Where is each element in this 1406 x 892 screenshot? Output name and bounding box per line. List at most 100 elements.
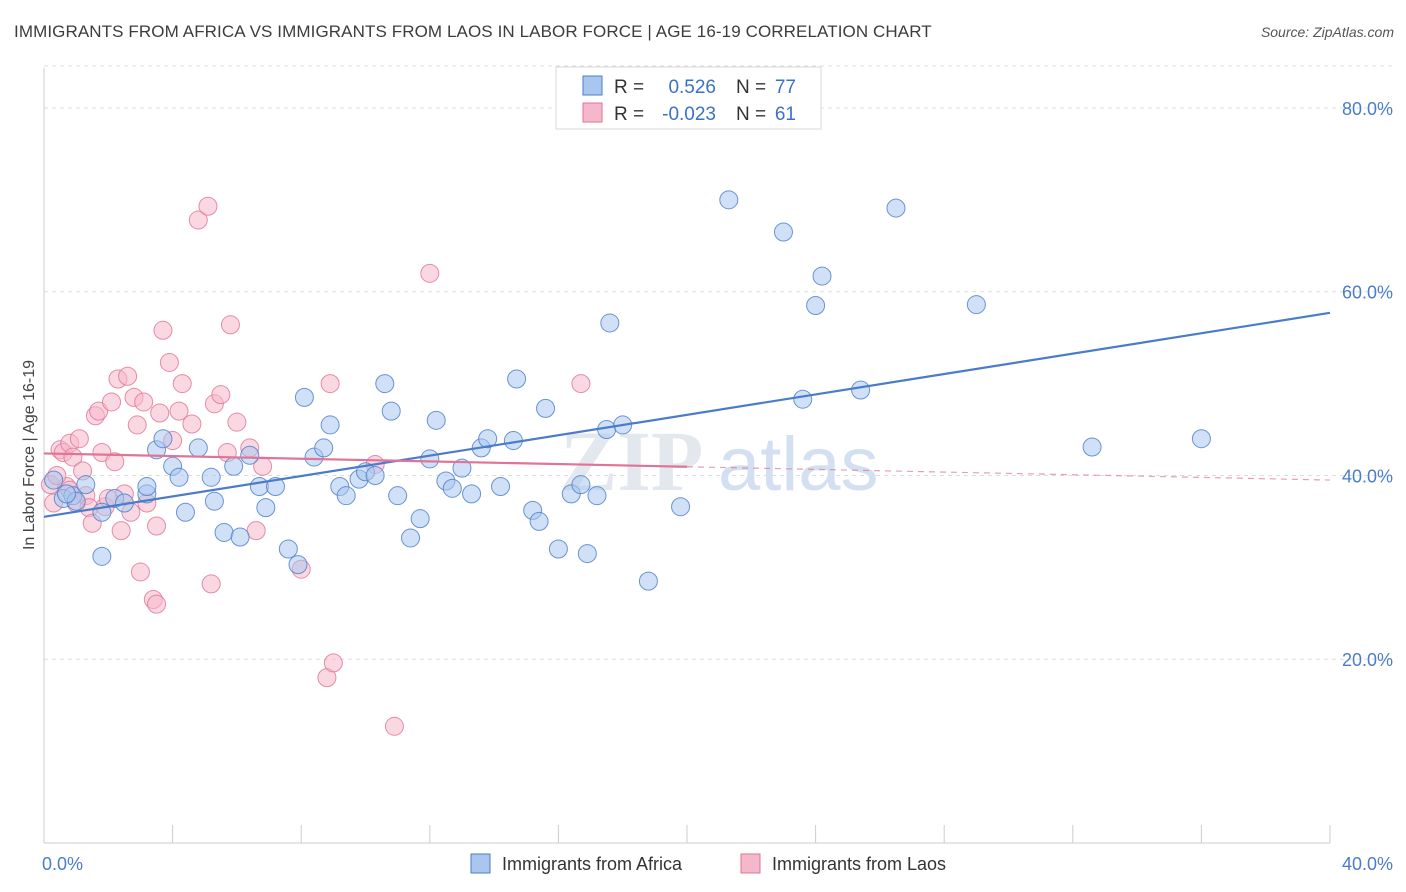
axes [43, 68, 1331, 844]
africa-point [288, 555, 308, 575]
africa-point [314, 438, 334, 458]
laos-trend-line-dashed [686, 466, 1331, 481]
watermark: ZIP atlas [560, 413, 879, 509]
africa-point [320, 415, 340, 435]
laos-point [111, 521, 131, 541]
laos-point [420, 263, 440, 283]
africa-point [426, 410, 446, 430]
laos-point [323, 653, 343, 673]
laos-point [159, 352, 179, 372]
africa-point [214, 522, 234, 542]
laos-point [127, 415, 147, 435]
africa-point [529, 511, 549, 531]
legend-laos-name: Immigrants from Laos [772, 854, 946, 874]
series-legend: Immigrants from Africa Immigrants from L… [470, 853, 946, 874]
y-axis-label: In Labor Force | Age 16-19 [21, 360, 38, 550]
africa-point [365, 465, 385, 485]
africa-point [175, 502, 195, 522]
laos-point [134, 392, 154, 412]
laos-point [188, 210, 208, 230]
africa-point [230, 527, 250, 547]
laos-point [198, 196, 218, 216]
africa-point [410, 509, 430, 529]
africa-point [188, 438, 208, 458]
legend-africa-n-value: 77 [775, 77, 796, 98]
africa-point [44, 470, 64, 490]
laos-point [118, 366, 138, 386]
legend-laos-n-label: N = [736, 104, 766, 125]
africa-point [452, 458, 472, 478]
africa-point [201, 467, 221, 487]
africa-point [491, 476, 511, 496]
legend-laos-r-value: -0.023 [662, 104, 716, 125]
laos-point [63, 447, 83, 467]
x-tick-label: 40.0% [1342, 854, 1393, 874]
africa-point [1191, 429, 1211, 449]
africa-point [812, 266, 832, 286]
stats-legend: R = 0.526 N = 77 R = -0.023 N = 61 [555, 66, 822, 130]
laos-point [227, 412, 247, 432]
africa-point [137, 476, 157, 496]
africa-point [577, 544, 597, 564]
legend-africa-n-label: N = [736, 77, 766, 98]
africa-point [278, 539, 298, 559]
laos-point [150, 403, 170, 423]
laos-point [571, 374, 591, 394]
africa-point [507, 369, 527, 389]
africa-point [638, 571, 658, 591]
trend-lines [43, 311, 1331, 518]
legend-africa-name: Immigrants from Africa [502, 854, 683, 874]
y-tick-label: 40.0% [1342, 466, 1393, 486]
africa-point [806, 295, 826, 315]
africa-point [57, 484, 77, 504]
africa-point [224, 456, 244, 476]
africa-trend-line [43, 311, 1331, 518]
laos-point [384, 716, 404, 736]
africa-point [600, 313, 620, 333]
laos-point [169, 401, 189, 421]
laos-point [147, 516, 167, 536]
africa-point [548, 539, 568, 559]
watermark-atlas: atlas [718, 422, 879, 507]
africa-point [442, 478, 462, 498]
legend-africa-marker [470, 853, 491, 874]
laos-trend-line [43, 452, 688, 468]
africa-point [294, 387, 314, 407]
laos-point [105, 452, 125, 472]
legend-laos-swatch [582, 102, 603, 123]
y-tick-label: 20.0% [1342, 650, 1393, 670]
laos-point [89, 401, 109, 421]
africa-point [966, 295, 986, 315]
africa-point [381, 401, 401, 421]
y-tick-label: 80.0% [1342, 99, 1393, 119]
laos-point [320, 374, 340, 394]
africa-point [851, 380, 871, 400]
africa-point [587, 486, 607, 506]
africa-point [773, 222, 793, 242]
africa-point [375, 374, 395, 394]
africa-point [240, 445, 260, 465]
africa-point [153, 429, 173, 449]
africa-point [719, 190, 739, 210]
africa-point [571, 475, 591, 495]
laos-point [220, 315, 240, 335]
laos-point [211, 385, 231, 405]
legend-laos-marker [740, 853, 761, 874]
africa-point [92, 546, 112, 566]
africa-point [336, 486, 356, 506]
laos-point [153, 320, 173, 340]
africa-point [265, 476, 285, 496]
laos-point [246, 521, 266, 541]
grid-lines [44, 65, 1393, 660]
africa-point [420, 449, 440, 469]
legend-africa-r-label: R = [614, 77, 644, 98]
africa-point [536, 398, 556, 418]
laos-point [201, 574, 221, 594]
laos-point [69, 429, 89, 449]
legend-africa-r-value: 0.526 [668, 77, 716, 98]
laos-point [130, 562, 150, 582]
y-tick-labels: 20.0% 40.0% 60.0% 80.0% [1342, 99, 1393, 670]
africa-point [388, 486, 408, 506]
laos-point [92, 443, 112, 462]
